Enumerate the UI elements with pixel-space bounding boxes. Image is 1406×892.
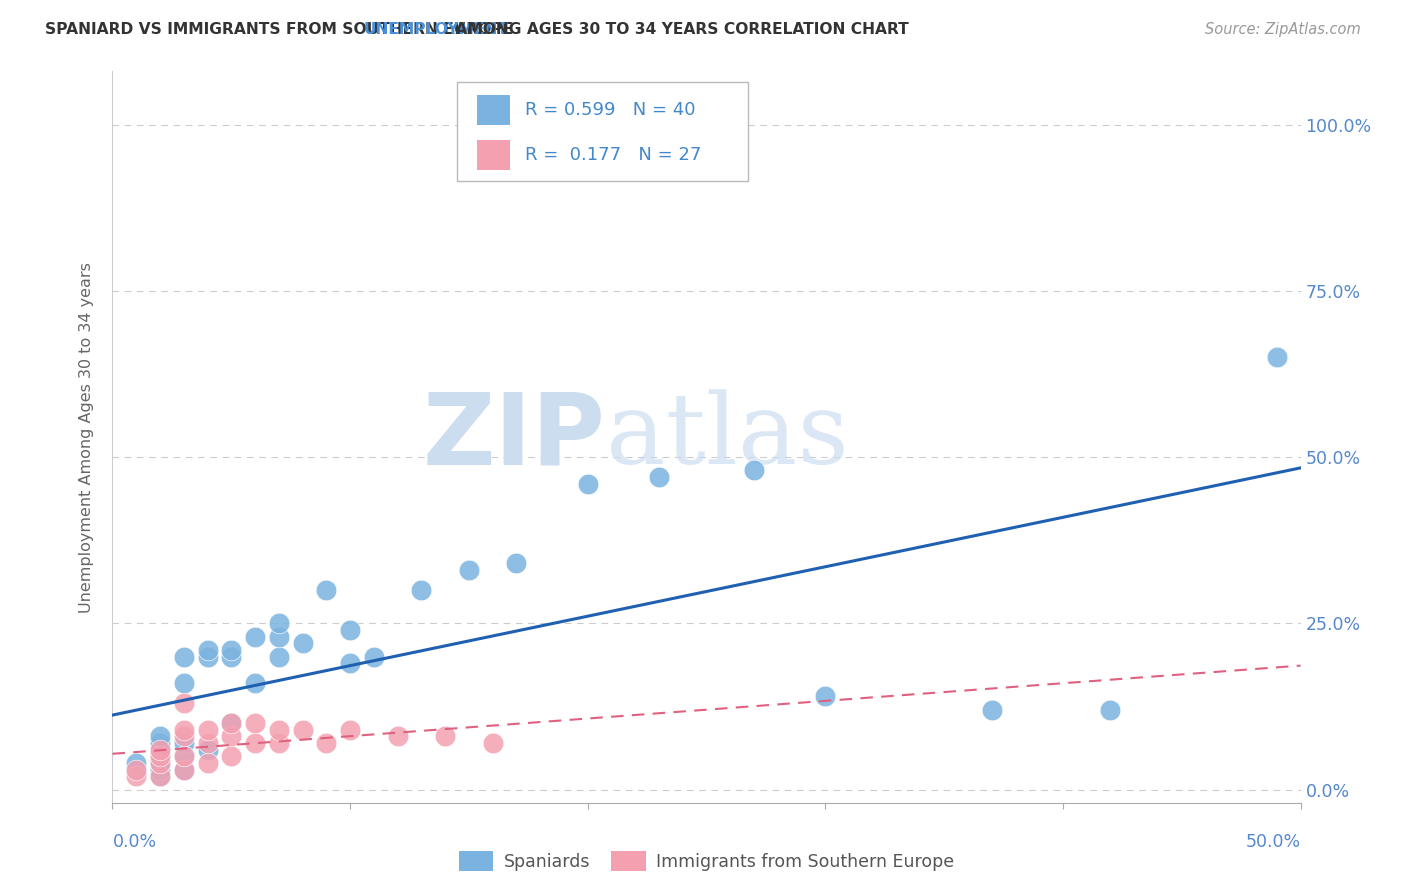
- Y-axis label: Unemployment Among Ages 30 to 34 years: Unemployment Among Ages 30 to 34 years: [79, 261, 94, 613]
- Point: [243, 676, 266, 690]
- Point: [149, 742, 172, 756]
- Text: Source: ZipAtlas.com: Source: ZipAtlas.com: [1205, 22, 1361, 37]
- Point: [267, 649, 290, 664]
- Point: [149, 769, 172, 783]
- Point: [173, 749, 195, 764]
- Point: [814, 690, 837, 704]
- Point: [197, 742, 219, 756]
- Point: [125, 769, 148, 783]
- Point: [173, 763, 195, 777]
- Point: [173, 749, 195, 764]
- Point: [173, 676, 195, 690]
- Point: [980, 703, 1002, 717]
- Point: [363, 649, 385, 664]
- Point: [1099, 703, 1122, 717]
- Point: [197, 643, 219, 657]
- Point: [267, 630, 290, 644]
- Point: [219, 649, 243, 664]
- Point: [149, 742, 172, 756]
- Point: [481, 736, 503, 750]
- Point: [742, 463, 765, 477]
- Point: [125, 763, 148, 777]
- Point: [173, 723, 195, 737]
- Point: [339, 723, 361, 737]
- Text: R = 0.599   N = 40: R = 0.599 N = 40: [524, 101, 695, 120]
- Point: [149, 769, 172, 783]
- Point: [576, 476, 599, 491]
- Point: [339, 623, 361, 637]
- Point: [149, 756, 172, 770]
- Point: [173, 763, 195, 777]
- Point: [291, 636, 314, 650]
- Point: [149, 749, 172, 764]
- Point: [197, 649, 219, 664]
- Point: [125, 763, 148, 777]
- FancyBboxPatch shape: [457, 82, 748, 181]
- Point: [149, 749, 172, 764]
- Point: [243, 630, 266, 644]
- Point: [149, 729, 172, 743]
- Point: [219, 729, 243, 743]
- Point: [149, 756, 172, 770]
- Point: [648, 470, 671, 484]
- Point: [243, 736, 266, 750]
- Legend: Spaniards, Immigrants from Southern Europe: Spaniards, Immigrants from Southern Euro…: [451, 845, 962, 879]
- Text: AMONG AGES 30 TO 34 YEARS CORRELATION CHART: AMONG AGES 30 TO 34 YEARS CORRELATION CH…: [450, 22, 910, 37]
- Point: [219, 643, 243, 657]
- Text: atlas: atlas: [606, 389, 848, 485]
- Point: [149, 736, 172, 750]
- Point: [173, 649, 195, 664]
- Point: [173, 696, 195, 710]
- Point: [197, 736, 219, 750]
- Text: SPANIARD VS IMMIGRANTS FROM SOUTHERN EUROPE: SPANIARD VS IMMIGRANTS FROM SOUTHERN EUR…: [45, 22, 519, 37]
- Point: [387, 729, 409, 743]
- Point: [197, 756, 219, 770]
- Point: [315, 582, 337, 597]
- Point: [291, 723, 314, 737]
- Text: 50.0%: 50.0%: [1246, 833, 1301, 851]
- Text: ZIP: ZIP: [423, 389, 606, 485]
- Point: [267, 736, 290, 750]
- Point: [339, 656, 361, 670]
- Point: [243, 716, 266, 731]
- Point: [149, 763, 172, 777]
- Point: [411, 582, 433, 597]
- Point: [505, 557, 527, 571]
- Point: [315, 736, 337, 750]
- Point: [197, 723, 219, 737]
- Bar: [477, 95, 510, 126]
- Point: [267, 723, 290, 737]
- Point: [219, 716, 243, 731]
- Point: [219, 749, 243, 764]
- Point: [125, 756, 148, 770]
- Point: [173, 729, 195, 743]
- Point: [173, 736, 195, 750]
- Point: [219, 716, 243, 731]
- Text: 0.0%: 0.0%: [112, 833, 156, 851]
- Point: [267, 616, 290, 631]
- Point: [458, 563, 481, 577]
- Bar: [477, 140, 510, 170]
- Text: UNEMPLOYMENT: UNEMPLOYMENT: [364, 22, 509, 37]
- Text: R =  0.177   N = 27: R = 0.177 N = 27: [524, 146, 702, 164]
- Point: [434, 729, 457, 743]
- Point: [1265, 351, 1288, 365]
